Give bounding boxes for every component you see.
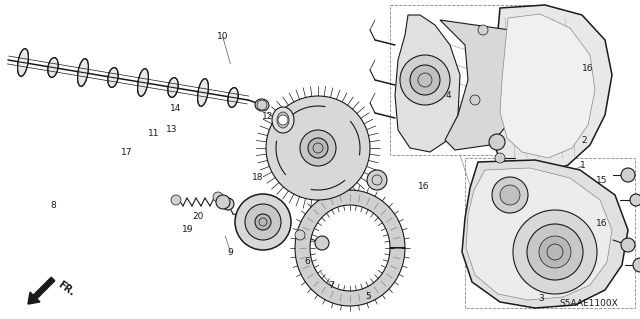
Ellipse shape: [77, 59, 88, 86]
Circle shape: [295, 230, 305, 240]
Circle shape: [527, 224, 583, 280]
Ellipse shape: [255, 99, 269, 111]
Ellipse shape: [108, 68, 118, 87]
Text: 11: 11: [148, 130, 159, 138]
Circle shape: [257, 100, 267, 110]
Text: 16: 16: [582, 64, 593, 73]
Text: 13: 13: [166, 125, 177, 134]
Polygon shape: [462, 160, 628, 308]
Circle shape: [278, 115, 288, 125]
Text: 16: 16: [418, 182, 429, 191]
Circle shape: [315, 236, 329, 250]
Text: 4: 4: [445, 91, 451, 100]
Text: 7: 7: [329, 281, 334, 290]
Text: 3: 3: [538, 294, 543, 303]
Text: 17: 17: [121, 148, 132, 157]
Circle shape: [400, 55, 450, 105]
Text: 19: 19: [182, 225, 193, 234]
Polygon shape: [295, 190, 405, 306]
Circle shape: [495, 153, 505, 163]
Text: 14: 14: [170, 104, 182, 113]
Text: 12: 12: [262, 112, 273, 121]
Circle shape: [633, 258, 640, 272]
Circle shape: [222, 198, 234, 210]
Circle shape: [308, 138, 328, 158]
Ellipse shape: [138, 69, 148, 96]
Text: 20: 20: [193, 212, 204, 221]
Text: 9: 9: [228, 248, 233, 256]
Text: 2: 2: [581, 136, 586, 145]
Text: 16: 16: [596, 219, 607, 228]
Circle shape: [489, 134, 505, 150]
Text: 5: 5: [365, 292, 371, 301]
Text: 8: 8: [51, 201, 56, 210]
Circle shape: [367, 170, 387, 190]
Circle shape: [213, 192, 223, 202]
Circle shape: [171, 195, 181, 205]
Ellipse shape: [228, 88, 238, 108]
Circle shape: [255, 214, 271, 230]
Circle shape: [300, 130, 336, 166]
Polygon shape: [440, 20, 530, 150]
Circle shape: [621, 168, 635, 182]
Circle shape: [630, 194, 640, 206]
Ellipse shape: [17, 49, 28, 76]
Text: 1: 1: [580, 161, 585, 170]
Circle shape: [410, 65, 440, 95]
Text: FR.: FR.: [56, 280, 76, 298]
Text: 10: 10: [217, 32, 228, 41]
Polygon shape: [500, 14, 595, 158]
Ellipse shape: [272, 107, 294, 133]
Ellipse shape: [198, 79, 209, 106]
Circle shape: [500, 185, 520, 205]
Ellipse shape: [277, 112, 289, 128]
Circle shape: [492, 177, 528, 213]
Ellipse shape: [48, 58, 58, 78]
Polygon shape: [490, 5, 612, 175]
Circle shape: [266, 96, 370, 200]
Text: 6: 6: [305, 257, 310, 266]
Circle shape: [470, 95, 480, 105]
Circle shape: [478, 25, 488, 35]
Ellipse shape: [168, 78, 178, 97]
Circle shape: [235, 194, 291, 250]
Circle shape: [621, 238, 635, 252]
Text: 15: 15: [596, 176, 607, 185]
Circle shape: [513, 210, 597, 294]
Circle shape: [216, 195, 230, 209]
Text: 18: 18: [252, 173, 264, 182]
Polygon shape: [395, 15, 460, 152]
Polygon shape: [466, 168, 612, 300]
Circle shape: [539, 236, 571, 268]
Text: S5AAE1100X: S5AAE1100X: [559, 299, 618, 308]
FancyArrow shape: [28, 277, 55, 304]
Circle shape: [245, 204, 281, 240]
